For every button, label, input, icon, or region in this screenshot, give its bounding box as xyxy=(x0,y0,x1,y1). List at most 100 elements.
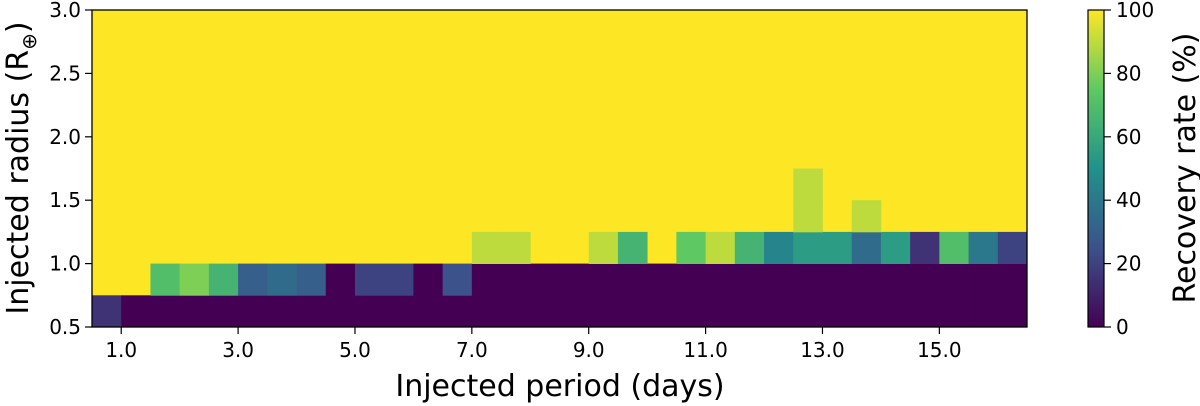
colorbar-tick-label: 100 xyxy=(1116,0,1154,22)
heatmap-cell xyxy=(501,231,531,264)
heatmap-cell xyxy=(793,200,823,233)
heatmap-cell xyxy=(822,231,853,264)
y-axis-label-text: Injected radius (R xyxy=(1,50,36,315)
heatmap-cell xyxy=(793,231,823,264)
heatmap-cell xyxy=(559,295,590,328)
heatmap-cell xyxy=(296,295,327,328)
colorbar-tick-label: 40 xyxy=(1116,188,1141,212)
heatmap-cell xyxy=(676,263,706,296)
colorbar: 0 20 40 60 80 100 Recovery rate (%) xyxy=(1087,0,1200,339)
x-tick-label: 13.0 xyxy=(800,338,845,362)
heatmap-cell xyxy=(121,295,151,328)
x-axis-label: Injected period (days) xyxy=(395,369,724,404)
heatmap-cell xyxy=(880,295,911,328)
heatmap-cell xyxy=(734,231,765,264)
heatmap-cell xyxy=(325,263,356,296)
heatmap-cell xyxy=(588,295,619,328)
heatmap-cell xyxy=(793,263,823,296)
y-tick-label: 2.5 xyxy=(49,61,81,85)
heatmap-cell xyxy=(238,295,268,328)
colorbar-tick-label: 0 xyxy=(1116,315,1129,339)
heatmap-cell xyxy=(501,263,531,296)
heatmap-cell xyxy=(939,295,969,328)
heatmap-cell xyxy=(764,231,794,264)
heatmap-cell xyxy=(325,295,356,328)
heatmap-cell xyxy=(384,295,414,328)
heatmap-cell xyxy=(705,231,736,264)
heatmap-cell xyxy=(822,295,853,328)
heatmap-cell xyxy=(267,295,297,328)
heatmap-cell xyxy=(851,231,882,264)
heatmap-cell xyxy=(764,295,794,328)
y-tick-label: 2.0 xyxy=(49,125,81,149)
heatmap-cell xyxy=(471,295,502,328)
heatmap-cell xyxy=(530,263,560,296)
x-tick-label: 7.0 xyxy=(456,338,488,362)
heatmap-cell xyxy=(588,231,619,264)
heatmap-cell xyxy=(442,263,473,296)
earth-radius-symbol: ⊕ xyxy=(17,33,41,50)
heatmap-cell xyxy=(647,295,677,328)
heatmap-cell xyxy=(997,231,1028,264)
heatmap-cell xyxy=(968,231,999,264)
heatmap-cell xyxy=(997,295,1028,328)
heatmap-cell xyxy=(588,263,619,296)
heatmap-cell xyxy=(354,263,385,296)
heatmap-cell xyxy=(208,263,239,296)
heatmap-cell xyxy=(150,295,181,328)
y-axis-label-close: ) xyxy=(1,21,36,33)
heatmap-cell xyxy=(471,263,502,296)
heatmap-cell xyxy=(880,231,911,264)
heatmap-cell xyxy=(793,295,823,328)
heatmap-cell xyxy=(208,295,239,328)
heatmap-cell xyxy=(939,263,969,296)
heatmap-cell xyxy=(910,295,940,328)
x-axis-ticks: 1.0 3.0 5.0 7.0 9.0 11.0 13.0 15.0 xyxy=(105,327,962,362)
heatmap-cell xyxy=(559,263,590,296)
heatmap-cell xyxy=(617,295,648,328)
x-tick-label: 11.0 xyxy=(683,338,728,362)
heatmap-cell xyxy=(997,263,1028,296)
heatmap-cell xyxy=(676,295,706,328)
heatmap-cell xyxy=(179,295,210,328)
x-tick-label: 5.0 xyxy=(339,338,371,362)
heatmap-cell xyxy=(413,263,444,296)
heatmap-cell xyxy=(413,295,444,328)
heatmap-cells xyxy=(92,168,1028,328)
heatmap-cell xyxy=(734,263,765,296)
heatmap-cell xyxy=(705,295,736,328)
y-tick-label: 1.5 xyxy=(49,188,81,212)
y-tick-label: 1.0 xyxy=(49,252,81,276)
heatmap-cell xyxy=(939,231,969,264)
colorbar-tick-label: 80 xyxy=(1116,61,1141,85)
y-axis-label: Injected radius (R⊕) xyxy=(1,21,41,314)
colorbar-ticks: 0 20 40 60 80 100 xyxy=(1104,0,1154,339)
heatmap-cell xyxy=(617,263,648,296)
x-tick-label: 15.0 xyxy=(917,338,962,362)
heatmap-cell xyxy=(501,295,531,328)
heatmap-cell xyxy=(150,263,181,296)
heatmap-cell xyxy=(354,295,385,328)
heatmap-cell xyxy=(793,168,823,201)
heatmap-cell xyxy=(530,295,560,328)
plot-frame xyxy=(91,9,1028,328)
heatmap-cell xyxy=(92,295,122,328)
heatmap-cell xyxy=(676,231,706,264)
colorbar-gradient xyxy=(1087,9,1105,328)
y-tick-label: 3.0 xyxy=(49,0,81,22)
y-tick-label: 0.5 xyxy=(49,315,81,339)
heatmap-cell xyxy=(267,263,297,296)
heatmap-cell xyxy=(822,263,853,296)
x-tick-label: 9.0 xyxy=(573,338,605,362)
x-tick-label: 1.0 xyxy=(105,338,137,362)
heatmap-cell xyxy=(179,263,210,296)
heatmap-plot-area xyxy=(91,9,1028,328)
heatmap-cell xyxy=(442,295,473,328)
heatmap-cell xyxy=(471,231,502,264)
y-axis-ticks: 0.5 1.0 1.5 2.0 2.5 3.0 xyxy=(49,0,92,339)
heatmap-cell xyxy=(880,263,911,296)
heatmap-cell xyxy=(851,295,882,328)
heatmap-cell xyxy=(910,231,940,264)
heatmap-cell xyxy=(384,263,414,296)
